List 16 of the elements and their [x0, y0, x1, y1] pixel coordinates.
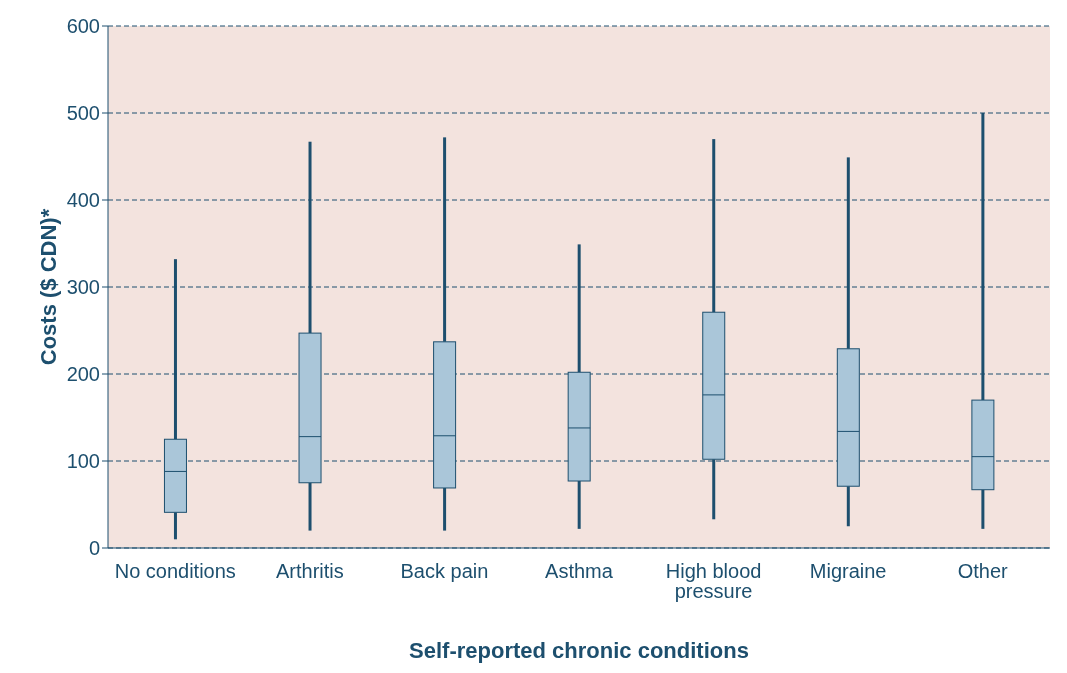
y-tick-label: 600: [66, 15, 100, 38]
x-axis-title: Self-reported chronic conditions: [409, 638, 749, 663]
y-axis-title: Costs ($ CDN)*: [35, 208, 61, 366]
x-tick-label: Asthma: [545, 560, 614, 583]
y-tick-label: 0: [88, 537, 100, 560]
x-tick-label: Arthritis: [275, 560, 344, 583]
y-tick-label: 100: [66, 450, 100, 473]
x-tick-label: Other: [957, 560, 1009, 583]
x-tick-label: Back pain: [400, 560, 489, 583]
y-tick-label: 400: [66, 189, 100, 212]
y-tick-label: 500: [66, 102, 100, 125]
y-tick-label: 300: [66, 276, 100, 299]
y-tick-label: 200: [66, 363, 100, 386]
x-tick-label: No conditions: [114, 560, 236, 583]
x-tick-label: High blood pressure: [665, 560, 762, 603]
x-tick-label: Migraine: [809, 560, 887, 583]
